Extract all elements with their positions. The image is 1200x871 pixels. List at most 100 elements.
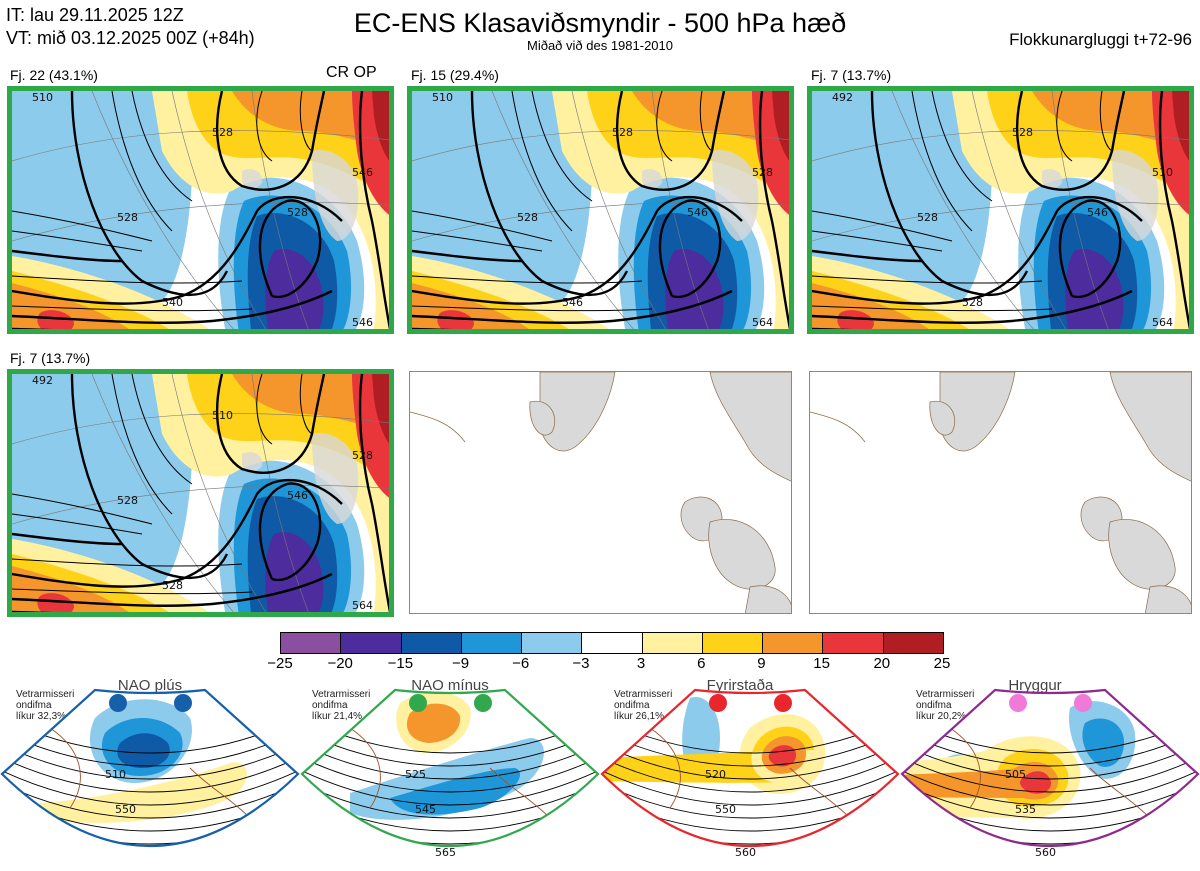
regime-3-title: Fyrirstaða: [706, 677, 774, 694]
contour-label: 546: [352, 166, 373, 179]
anomaly-region: [812, 91, 994, 309]
regime-dot: [709, 694, 727, 712]
colorbar-tick-label: 15: [813, 655, 830, 672]
regime-dot: [174, 694, 192, 712]
contour-label: 546: [287, 489, 308, 502]
anomaly-region: [772, 91, 789, 161]
regime-dot: [474, 694, 492, 712]
regime-maps: 510 550 525 545 565 520 550 560 505 535 560: [0, 688, 1200, 859]
anomaly-region: [632, 91, 789, 149]
regime-anomaly: [602, 726, 814, 783]
regime-map: 525 545 565: [300, 688, 600, 859]
regime-border: [600, 688, 900, 848]
regime-anomaly: [902, 736, 1081, 819]
anomaly-region: [372, 91, 389, 161]
regime-4-note: Vetrarmisseri ondifma líkur 20,2%: [916, 689, 975, 722]
contour-label: 546: [572, 327, 593, 334]
colorbar-tick-label: 9: [757, 655, 766, 672]
cluster-map-4: 492 528 510 528 528 546 564 546: [7, 369, 394, 617]
contour-label: 528: [752, 166, 773, 179]
regime-border: [0, 688, 300, 848]
colorbar-tick-label: −15: [387, 655, 414, 672]
regime-contour-label: 560: [1035, 846, 1056, 859]
anomaly-region: [837, 310, 874, 329]
contour-label: 564: [1152, 316, 1173, 329]
contour-label: 564: [352, 599, 373, 612]
regime-contour-label: 525: [405, 768, 426, 781]
valid-time: VT: mið 03.12.2025 00Z (+84h): [6, 28, 255, 48]
colorbar-tick-label: 25: [933, 655, 951, 672]
regime-contour-label: 505: [1005, 768, 1026, 781]
contour-label: 528: [162, 579, 183, 592]
regime-map: 510 550: [0, 688, 300, 848]
classification-window: Flokkunargluggi t+72-96: [1009, 30, 1192, 49]
colorbar-tick-label: −9: [451, 655, 470, 672]
anomaly-region: [412, 91, 594, 309]
regime-contour-label: 550: [115, 803, 136, 816]
regime-border: [900, 688, 1200, 848]
regime-dot: [1074, 694, 1092, 712]
contour-label: 528: [117, 211, 138, 224]
regime-dot: [774, 694, 792, 712]
contour-label: 528: [962, 296, 983, 309]
contour-label: 564: [752, 316, 773, 329]
contour-label: 546: [172, 610, 193, 617]
regime-2-title: NAO mínus: [411, 677, 489, 694]
contour-label: 492: [832, 91, 853, 104]
contour-label: 564: [172, 327, 193, 334]
regime-dot: [409, 694, 427, 712]
cluster-map-1: 510 528 528 546 540 528 546 564: [7, 86, 394, 334]
colorbar-tick-label: −3: [572, 655, 590, 672]
colorbar-swatch: [340, 633, 401, 653]
contour-label: 510: [432, 91, 453, 104]
regime-anomaly: [902, 762, 1059, 800]
contour-label: 528: [287, 206, 308, 219]
colorbar-tick-label: 20: [873, 655, 891, 672]
contour-label: 528: [1012, 126, 1033, 139]
colorbar-swatch: [460, 633, 522, 653]
regime-contour-label: 535: [1015, 803, 1036, 816]
contour-label: 510: [32, 91, 53, 104]
contour-label: 528: [917, 211, 938, 224]
regime-dot: [109, 694, 127, 712]
panel-1-extra: CR OP: [326, 64, 377, 81]
colorbar: [280, 632, 944, 654]
panel-1-label: Fj. 22 (43.1%): [10, 67, 98, 83]
contour-label: 528: [352, 449, 373, 462]
contour-label: 528: [612, 126, 633, 139]
panel-4-label: Fj. 7 (13.7%): [10, 350, 91, 366]
contour-label: 528: [212, 126, 233, 139]
colorbar-swatch: [400, 633, 461, 653]
regime-contour-label: 560: [735, 846, 756, 859]
contour-label: 540: [162, 296, 183, 309]
regime-4-title: Hryggur: [1008, 677, 1062, 694]
contour-label: 546: [972, 327, 993, 334]
colorbar-tick-label: −25: [267, 655, 293, 672]
regime-3-note: Vetrarmisseri ondifma líkur 26,1%: [614, 689, 673, 722]
colorbar-swatch: [701, 633, 763, 653]
regime-anomaly: [1082, 718, 1125, 767]
anomaly-region: [12, 91, 194, 309]
colorbar-swatch: [762, 633, 823, 653]
colorbar-swatch: [641, 633, 702, 653]
contour-label: 492: [32, 374, 53, 387]
anomaly-region: [232, 91, 389, 149]
page-title: EC-ENS Klasaviðsmyndir - 500 hPa hæð: [353, 8, 847, 38]
regime-2-note: Vetrarmisseri ondifma líkur 21,4%: [312, 689, 371, 722]
regime-dot: [1009, 694, 1027, 712]
contour-label: 546: [562, 296, 583, 309]
contour-label: 546: [352, 316, 373, 329]
regime-anomaly: [40, 762, 247, 823]
colorbar-swatch: [581, 633, 642, 653]
colorbar-tick-label: −20: [327, 655, 353, 672]
anomaly-region: [12, 374, 194, 592]
colorbar-tick-label: 3: [636, 655, 646, 672]
contour-label: 528: [517, 211, 538, 224]
colorbar-swatch: [822, 633, 883, 653]
contour-label: 510: [212, 409, 233, 422]
colorbar-ticks: −25 −20 −15 −9 −6 −3 3 6 9 15 20 25: [267, 655, 950, 675]
run-info: IT: lau 29.11.2025 12Z VT: mið 03.12.202…: [6, 4, 255, 50]
regime-1-title: NAO plús: [117, 677, 183, 694]
regime-anomaly: [117, 733, 170, 768]
regime-1-note: Vetrarmisseri ondifma líkur 32,3%: [16, 689, 75, 722]
